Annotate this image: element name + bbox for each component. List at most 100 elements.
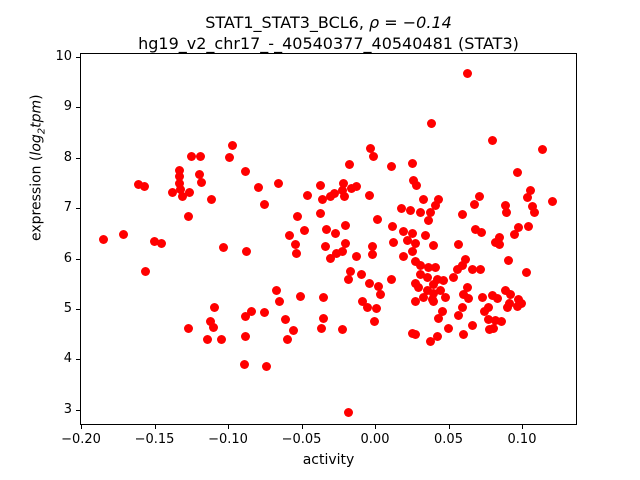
data-point	[509, 230, 519, 240]
data-point	[357, 270, 367, 280]
data-point	[339, 191, 349, 201]
data-point	[415, 207, 425, 217]
data-point	[475, 191, 485, 201]
data-point	[338, 247, 348, 257]
data-point	[491, 238, 501, 248]
data-point	[522, 193, 532, 203]
data-point	[492, 294, 502, 304]
data-point	[410, 329, 420, 339]
data-point	[139, 182, 149, 192]
data-point	[459, 329, 469, 339]
data-point	[331, 248, 341, 258]
data-point	[274, 179, 284, 189]
data-point	[423, 215, 433, 225]
x-tick-label: 0.05	[434, 432, 463, 447]
y-axis-label-log: log	[28, 134, 45, 156]
data-point	[224, 153, 234, 163]
data-point	[440, 292, 450, 302]
data-point	[242, 247, 252, 257]
data-point	[228, 141, 238, 151]
y-tick-mark	[76, 208, 80, 210]
data-point	[407, 246, 417, 256]
data-point	[408, 158, 417, 168]
data-point	[489, 324, 499, 334]
x-tick-mark	[375, 425, 377, 429]
x-tick-label: −0.20	[61, 432, 101, 447]
data-point	[373, 281, 383, 291]
data-point	[325, 192, 335, 202]
data-point	[344, 274, 354, 284]
data-point	[462, 68, 472, 78]
y-tick-mark	[76, 309, 80, 311]
data-point	[357, 297, 367, 306]
data-point	[460, 254, 470, 264]
data-point	[527, 201, 537, 211]
data-point	[317, 324, 327, 334]
data-point	[259, 200, 269, 210]
data-point	[526, 185, 536, 195]
y-tick-mark	[76, 359, 80, 361]
data-point	[428, 288, 438, 298]
data-point	[444, 323, 454, 333]
data-point	[284, 230, 294, 240]
data-point	[283, 335, 293, 345]
data-point	[140, 267, 150, 277]
data-point	[149, 236, 159, 246]
data-point	[176, 185, 186, 195]
data-point	[501, 200, 511, 210]
data-point	[197, 177, 207, 187]
data-point	[352, 251, 362, 261]
data-point	[218, 243, 228, 253]
data-point	[416, 261, 426, 271]
x-tick-mark	[154, 425, 156, 429]
data-point	[185, 187, 195, 197]
data-point	[209, 303, 219, 313]
data-point	[303, 190, 313, 200]
data-point	[365, 143, 375, 153]
data-point	[98, 235, 108, 244]
data-point	[459, 289, 469, 299]
data-point	[457, 303, 467, 313]
data-point	[319, 292, 329, 302]
data-point	[426, 208, 436, 218]
data-point	[259, 307, 269, 317]
y-tick-mark	[76, 57, 80, 59]
x-tick-mark	[522, 425, 524, 429]
data-point	[462, 282, 472, 292]
data-point	[410, 239, 420, 249]
data-point	[410, 256, 420, 266]
data-point	[523, 221, 533, 231]
data-point	[289, 326, 299, 336]
data-point	[434, 313, 444, 323]
data-point	[241, 311, 251, 321]
data-point	[428, 240, 438, 250]
x-axis-label: activity	[302, 452, 355, 468]
y-axis-label-prefix: expression (	[28, 155, 45, 241]
y-tick-label: 5	[63, 301, 72, 317]
x-tick-mark	[228, 425, 230, 429]
data-point	[431, 201, 441, 211]
data-point	[467, 264, 477, 274]
data-point	[512, 168, 522, 178]
data-point	[484, 314, 494, 324]
chart-title-rho-value: ρ = −0.14	[369, 13, 452, 32]
data-point	[468, 321, 478, 331]
data-point	[500, 286, 510, 296]
data-point	[387, 161, 397, 171]
data-point	[425, 337, 435, 347]
data-point	[426, 118, 436, 128]
data-point	[480, 307, 490, 317]
data-point	[168, 187, 178, 197]
data-point	[371, 304, 381, 314]
x-tick-label: −0.05	[281, 432, 322, 447]
data-point	[538, 145, 548, 155]
data-point	[496, 316, 506, 326]
data-point	[368, 241, 378, 251]
chart-title-line1: STAT1_STAT3_BCL6, ρ = −0.14	[80, 12, 577, 33]
data-point	[118, 229, 128, 239]
data-point	[502, 303, 512, 313]
data-point	[435, 286, 445, 296]
x-tick-mark	[81, 425, 83, 429]
data-point	[338, 186, 348, 196]
